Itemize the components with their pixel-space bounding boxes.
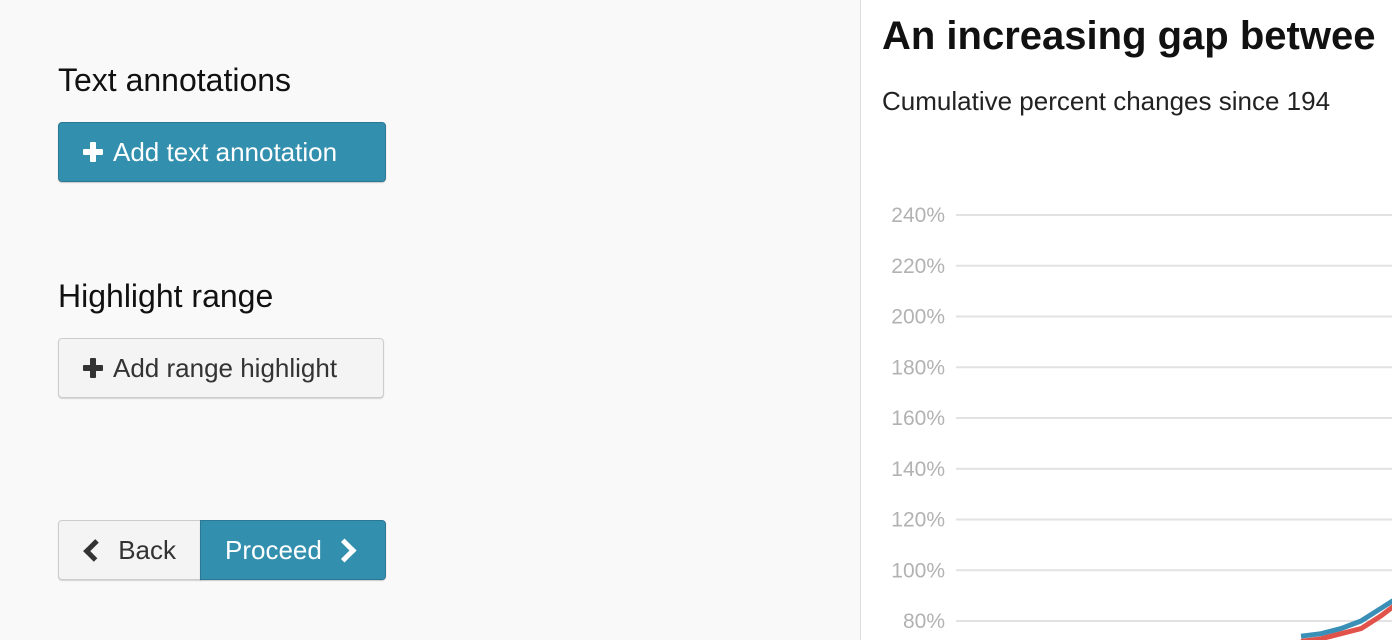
series-line-2	[1300, 604, 1392, 640]
chart-subtitle: Cumulative percent changes since 194	[882, 86, 1331, 116]
back-button[interactable]: Back	[58, 520, 201, 580]
y-tick-label: 200%	[891, 306, 945, 329]
chart-series	[1300, 598, 1392, 640]
text-annotations-heading: Text annotations	[58, 62, 292, 98]
back-label: Back	[118, 534, 176, 565]
line-chart: 240% 220% 200% 180% 160% 140% 120% 100% 80%	[891, 204, 1392, 640]
y-tick-label: 220%	[891, 255, 945, 278]
y-tick-label: 140%	[891, 458, 945, 481]
chart-editor-panel: Text annotations Add text annotation Hig…	[58, 62, 386, 580]
y-tick-label: 80%	[903, 610, 945, 633]
y-tick-label: 100%	[891, 559, 945, 582]
add-range-highlight-button[interactable]: Add range highlight	[58, 338, 384, 398]
plus-icon	[83, 358, 103, 378]
proceed-button[interactable]: Proceed	[200, 520, 386, 580]
y-tick-label: 240%	[891, 204, 945, 227]
y-tick-label: 180%	[891, 356, 945, 379]
y-tick-label: 120%	[891, 509, 945, 532]
plus-icon	[83, 142, 103, 162]
proceed-label: Proceed	[225, 534, 322, 565]
grid-lines	[956, 214, 1392, 622]
chart-title: An increasing gap betwee	[882, 14, 1376, 58]
chevron-right-icon	[332, 537, 357, 563]
add-text-annotation-button[interactable]: Add text annotation	[58, 122, 386, 182]
chart-preview: An increasing gap betwee Cumulative perc…	[861, 0, 1392, 640]
series-line-1	[1300, 598, 1392, 639]
chevron-left-icon	[83, 538, 106, 562]
panel-divider[interactable]	[860, 0, 861, 640]
add-text-annotation-label: Add text annotation	[113, 136, 338, 167]
add-range-highlight-label: Add range highlight	[113, 352, 338, 383]
highlight-range-heading: Highlight range	[58, 278, 274, 314]
y-tick-label: 160%	[891, 407, 945, 430]
y-axis-ticks: 240% 220% 200% 180% 160% 140% 120% 100% 80%	[891, 204, 945, 633]
